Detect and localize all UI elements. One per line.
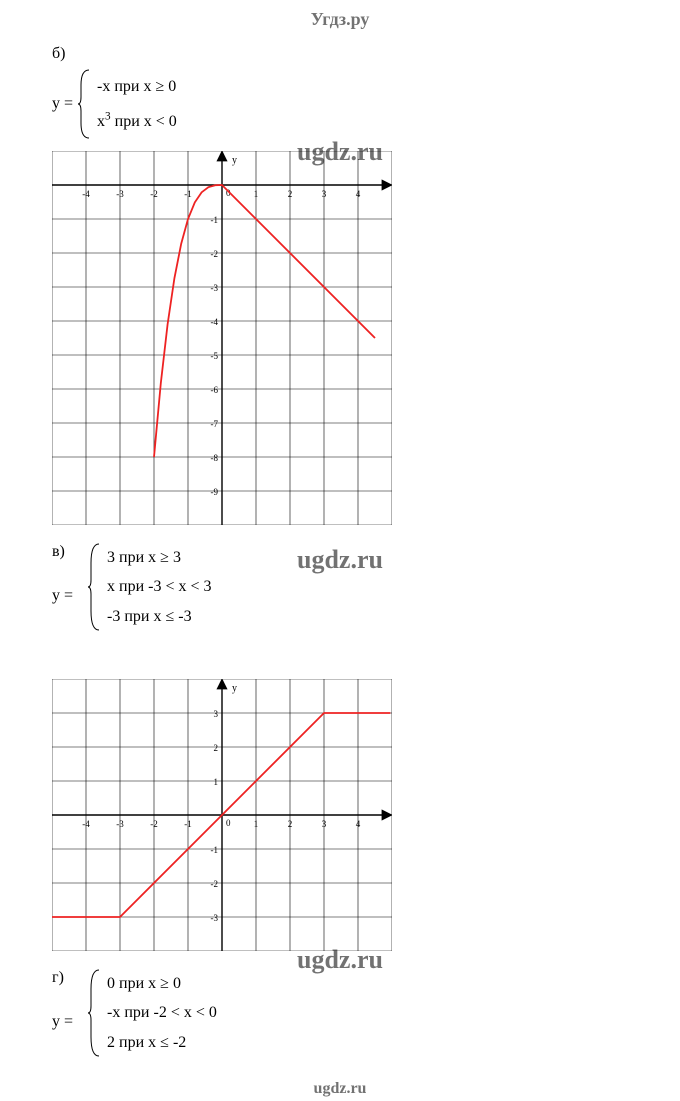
piece-expr: 2 bbox=[107, 1034, 115, 1051]
pieces-v: 3 при x ≥ 3 x при -3 < x < 3 -3 при x ≤ … bbox=[107, 543, 212, 631]
svg-text:-3: -3 bbox=[211, 913, 219, 923]
pieces-b: -x при x ≥ 0 x3 при x < 0 bbox=[97, 69, 177, 139]
piece-expr: x bbox=[107, 578, 115, 595]
piece-g-2: 2 при x ≤ -2 bbox=[107, 1029, 217, 1056]
piece-expr: -x bbox=[107, 1004, 120, 1021]
section-g-label: г) bbox=[52, 969, 73, 987]
piece-v-0: 3 при x ≥ 3 bbox=[107, 544, 212, 571]
svg-text:2: 2 bbox=[214, 743, 219, 753]
svg-text:-9: -9 bbox=[211, 487, 219, 497]
piece-v-1: x при -3 < x < 3 bbox=[107, 573, 212, 600]
svg-text:-7: -7 bbox=[211, 419, 219, 429]
pieces-g: 0 при x ≥ 0 -x при -2 < x < 0 2 при x ≤ … bbox=[107, 969, 217, 1057]
svg-text:-2: -2 bbox=[211, 879, 219, 889]
piece-cond: при x ≥ 0 bbox=[114, 78, 176, 95]
watermark-bottom: ugdz.ru bbox=[314, 1080, 367, 1098]
piece-expr: x3 bbox=[97, 113, 111, 130]
svg-text:3: 3 bbox=[214, 709, 219, 719]
piece-expr: -3 bbox=[107, 608, 120, 625]
brace-icon bbox=[77, 69, 91, 139]
piece-expr: -x bbox=[97, 78, 110, 95]
svg-text:-4: -4 bbox=[82, 819, 90, 829]
svg-text:-1: -1 bbox=[184, 819, 192, 829]
svg-text:3: 3 bbox=[322, 819, 327, 829]
svg-text:-3: -3 bbox=[211, 283, 219, 293]
section-g-function: г) y = 0 при x ≥ 0 -x при -2 < x < 0 2 п… bbox=[52, 969, 630, 1057]
svg-text:-2: -2 bbox=[211, 249, 219, 259]
piece-b-0: -x при x ≥ 0 bbox=[97, 73, 177, 100]
svg-text:-2: -2 bbox=[150, 189, 158, 199]
piece-b-1: x3 при x < 0 bbox=[97, 108, 177, 135]
svg-text:-8: -8 bbox=[211, 453, 219, 463]
svg-text:y: y bbox=[232, 683, 237, 694]
piece-expr: 0 bbox=[107, 975, 115, 992]
section-b-function: y = -x при x ≥ 0 x3 при x < 0 bbox=[52, 69, 630, 139]
svg-text:-3: -3 bbox=[116, 819, 124, 829]
piece-g-0: 0 при x ≥ 0 bbox=[107, 970, 217, 997]
piece-cond: при -3 < x < 3 bbox=[119, 578, 212, 595]
svg-text:-1: -1 bbox=[211, 215, 219, 225]
section-v-function: в) y = 3 при x ≥ 3 x при -3 < x < 3 -3 п… bbox=[52, 543, 630, 631]
fn-prefix-b: y = bbox=[52, 69, 73, 139]
svg-text:1: 1 bbox=[254, 189, 259, 199]
piece-g-1: -x при -2 < x < 0 bbox=[107, 999, 217, 1026]
brace-icon bbox=[87, 969, 101, 1057]
piece-cond: при x < 0 bbox=[115, 113, 177, 130]
piece-cond: при x ≤ -3 bbox=[124, 608, 191, 625]
section-v-label: в) bbox=[52, 543, 73, 561]
svg-text:1: 1 bbox=[254, 819, 259, 829]
fn-prefix-v: y = bbox=[52, 587, 73, 605]
piece-cond: при x ≤ -2 bbox=[119, 1034, 186, 1051]
piece-cond: при -2 < x < 0 bbox=[124, 1004, 217, 1021]
piece-expr: 3 bbox=[107, 549, 115, 566]
svg-text:0: 0 bbox=[226, 818, 231, 828]
chart-b: y0-4-3-2-11234-1-2-3-4-5-6-7-8-9 bbox=[52, 151, 630, 525]
fn-prefix-g: y = bbox=[52, 1013, 73, 1031]
svg-text:1: 1 bbox=[214, 777, 219, 787]
svg-text:3: 3 bbox=[322, 189, 327, 199]
svg-text:-4: -4 bbox=[211, 317, 219, 327]
page-content: б) y = -x при x ≥ 0 x3 при x < 0 y0-4-3-… bbox=[0, 0, 680, 1057]
piece-cond: при x ≥ 3 bbox=[119, 549, 181, 566]
piece-v-2: -3 при x ≤ -3 bbox=[107, 603, 212, 630]
svg-text:-5: -5 bbox=[211, 351, 219, 361]
svg-text:y: y bbox=[232, 155, 237, 166]
piece-cond: при x ≥ 0 bbox=[119, 975, 181, 992]
svg-text:2: 2 bbox=[288, 819, 293, 829]
section-b-label: б) bbox=[52, 45, 630, 63]
svg-text:4: 4 bbox=[356, 819, 361, 829]
svg-text:-1: -1 bbox=[184, 189, 192, 199]
svg-text:-6: -6 bbox=[211, 385, 219, 395]
chart-v: y 0 -4 -3 -2 -1 1 2 3 4 3 2 1 -1 -2 -3 bbox=[52, 679, 630, 951]
svg-text:-3: -3 bbox=[116, 189, 124, 199]
brace-icon bbox=[87, 543, 101, 631]
svg-text:-4: -4 bbox=[82, 189, 90, 199]
svg-text:4: 4 bbox=[356, 189, 361, 199]
svg-text:2: 2 bbox=[288, 189, 293, 199]
svg-text:-1: -1 bbox=[211, 845, 219, 855]
svg-text:-2: -2 bbox=[150, 819, 158, 829]
